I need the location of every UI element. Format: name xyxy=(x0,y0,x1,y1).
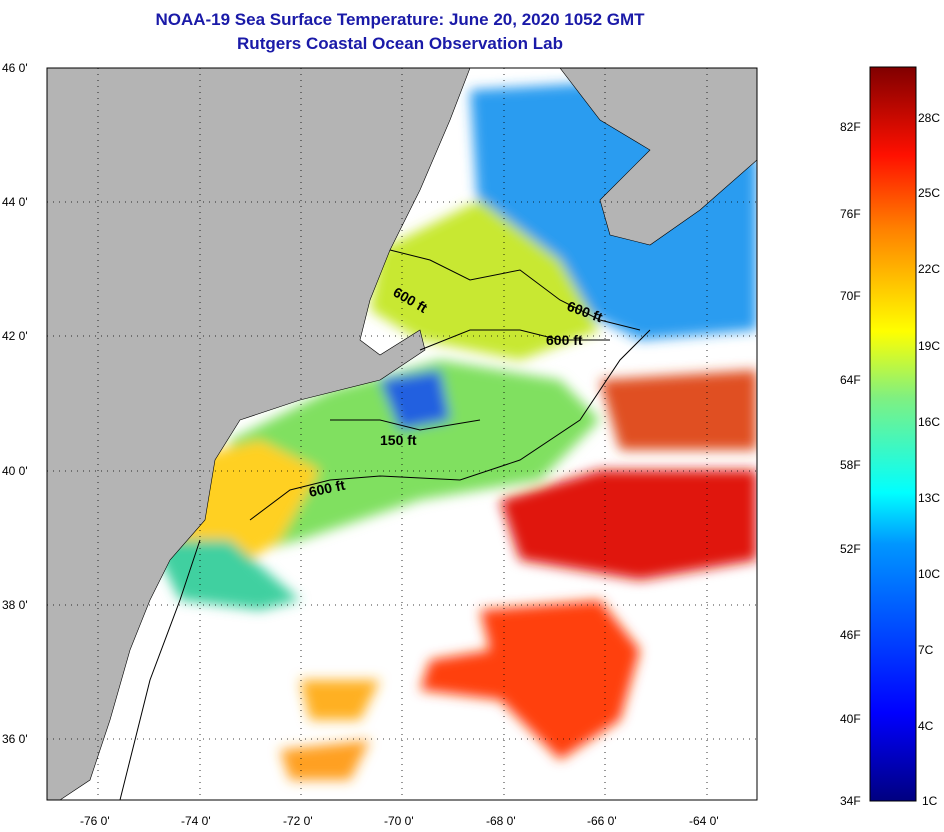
colorbar-c-label: 1C xyxy=(922,794,938,808)
colorbar-c-label: 19C xyxy=(918,339,941,353)
contour-label: 600 ft xyxy=(546,332,583,348)
colorbar-f-label: 76F xyxy=(840,207,861,221)
colorbar-c-label: 4C xyxy=(918,719,934,733)
colorbar-c-label: 22C xyxy=(918,262,941,276)
colorbar-f-label: 34F xyxy=(840,794,861,808)
colorbar-c-label: 28C xyxy=(918,111,941,125)
lat-tick: 36 0' xyxy=(2,732,28,746)
lon-tick: -76 0' xyxy=(80,814,110,828)
lat-tick: 46 0' xyxy=(2,61,28,75)
lon-tick: -64 0' xyxy=(689,814,719,828)
nova-scotia xyxy=(559,68,757,246)
lon-tick: -70 0' xyxy=(384,814,414,828)
colorbar-f-label: 70F xyxy=(840,289,861,303)
colorbar-c-label: 25C xyxy=(918,186,941,200)
lon-tick: -68 0' xyxy=(486,814,516,828)
contour-label: 600 ft xyxy=(307,477,346,500)
map-title: NOAA-19 Sea Surface Temperature: June 20… xyxy=(155,10,645,29)
lat-axis: 46 0' 44 0' 42 0' 40 0' 38 0' 36 0' xyxy=(2,61,28,746)
grid xyxy=(47,68,757,800)
colorbar xyxy=(869,66,917,802)
lat-tick: 38 0' xyxy=(2,598,28,612)
lon-tick: -72 0' xyxy=(283,814,313,828)
lat-tick: 44 0' xyxy=(2,195,28,209)
colorbar-c-label: 10C xyxy=(918,567,941,581)
lon-axis: -76 0' -74 0' -72 0' -70 0' -68 0' -66 0… xyxy=(80,814,719,828)
lon-tick: -74 0' xyxy=(181,814,211,828)
lon-tick: -66 0' xyxy=(587,814,617,828)
colorbar-f-label: 46F xyxy=(840,628,861,642)
colorbar-c-label: 16C xyxy=(918,415,941,429)
colorbar-f-label: 52F xyxy=(840,542,861,556)
colorbar-c-label: 7C xyxy=(918,643,934,657)
map-frame xyxy=(46,67,758,801)
depth-contours xyxy=(119,249,651,800)
contour-label: 150 ft xyxy=(380,432,417,448)
land-mass xyxy=(47,68,471,800)
lat-tick: 42 0' xyxy=(2,329,28,343)
lat-tick: 40 0' xyxy=(2,464,28,478)
colorbar-f-label: 64F xyxy=(840,373,861,387)
colorbar-f-label: 40F xyxy=(840,712,861,726)
colorbar-c-label: 13C xyxy=(918,491,941,505)
colorbar-f-label: 82F xyxy=(840,120,861,134)
colorbar-f-label: 58F xyxy=(840,458,861,472)
map-subtitle: Rutgers Coastal Ocean Observation Lab xyxy=(237,34,563,53)
